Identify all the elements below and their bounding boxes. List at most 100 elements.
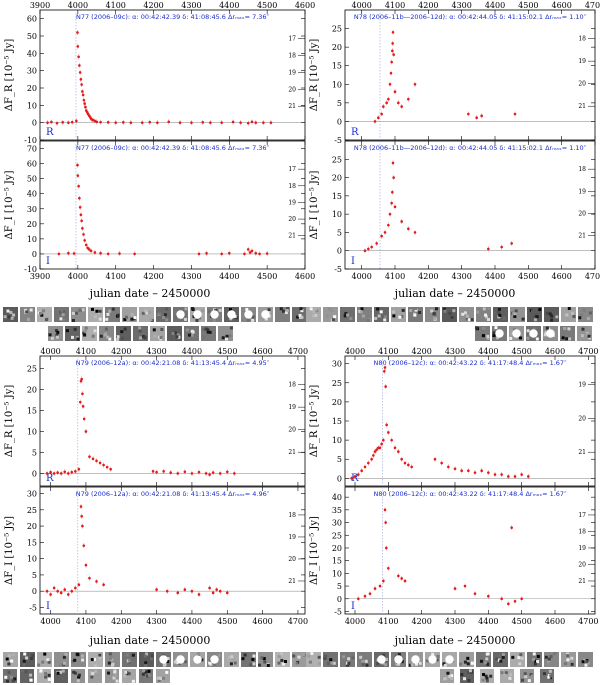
stamp-noise <box>6 309 10 313</box>
postage-stamp <box>357 652 372 667</box>
stamp-noise <box>523 672 527 676</box>
data-point <box>360 469 363 473</box>
data-point <box>176 591 180 595</box>
stamp-noise <box>10 659 14 663</box>
stamp-noise <box>94 663 98 667</box>
data-point <box>77 184 80 188</box>
x-tick-label: 4400 <box>219 1 239 10</box>
data-point <box>56 589 59 593</box>
stamp-noise <box>345 307 349 311</box>
stamp-noise <box>418 311 422 315</box>
stamp-noise <box>217 653 221 657</box>
y-tick-label: 60 <box>27 160 37 169</box>
stamp-noise <box>150 654 154 658</box>
y-tick-label: 5 <box>337 99 342 108</box>
stamp-noise <box>545 326 549 330</box>
magnitude-tick-label: 21 <box>288 233 296 240</box>
stamp-source <box>176 655 185 664</box>
stamp-noise <box>482 326 486 330</box>
stamp-noise <box>286 307 290 311</box>
stamp-noise <box>361 314 365 318</box>
data-point <box>433 457 437 461</box>
y-tick-label: 25 <box>332 25 342 34</box>
data-point <box>467 469 470 473</box>
stamp-noise <box>485 676 489 680</box>
stamp-source <box>193 310 202 319</box>
magnitude-tick-label: 19 <box>288 199 296 206</box>
plot-frame <box>344 9 596 141</box>
stamp-noise <box>47 673 51 677</box>
stamp-noise <box>452 309 456 313</box>
data-point <box>383 369 386 373</box>
stamp-noise <box>228 334 232 338</box>
band-label: R <box>351 127 359 138</box>
stamp-noise <box>299 307 303 311</box>
stamp-noise <box>62 318 66 322</box>
x-axis-label-n77: julian date – 2450000 <box>88 287 211 300</box>
stamp-noise <box>364 659 368 663</box>
y-tick-label: 20 <box>332 174 342 183</box>
data-point <box>176 472 180 475</box>
stamp-noise <box>42 309 46 313</box>
data-point <box>370 245 373 249</box>
stamp-noise <box>475 326 479 330</box>
data-point <box>55 121 59 125</box>
data-point <box>382 438 385 442</box>
y-tick-label: 50 <box>27 175 37 184</box>
stamp-noise <box>191 330 195 334</box>
stamp-noise <box>277 655 281 659</box>
stamp-noise <box>104 327 108 331</box>
data-point <box>76 45 80 48</box>
stamp-noise <box>263 660 267 664</box>
stamp-noise <box>298 314 302 318</box>
stamp-noise <box>486 336 490 340</box>
stamp-noise <box>251 318 255 322</box>
data-point <box>50 120 53 124</box>
stamp-noise <box>450 674 454 678</box>
data-point <box>209 121 212 124</box>
data-point <box>190 589 194 593</box>
stamp-noise <box>116 337 120 341</box>
data-point <box>225 591 229 595</box>
x-axis-label-n79: julian date – 2450000 <box>88 634 211 647</box>
stamp-noise <box>258 663 262 667</box>
y-tick-label: 5 <box>32 571 37 580</box>
panel-header: N80 (2006–12c): α: 00:42:43.22 δ: 41:17:… <box>373 359 567 367</box>
stamp-noise <box>482 307 486 311</box>
stamp-noise <box>436 654 440 658</box>
data-point <box>102 583 105 586</box>
stamp-noise <box>397 652 401 656</box>
magnitude-tick-label: 21 <box>578 578 586 585</box>
stamp-noise <box>73 671 77 675</box>
data-point <box>49 593 52 596</box>
data-point <box>513 475 517 478</box>
y-axis-label: ΔF_R [10⁻⁵ Jy] <box>309 39 320 112</box>
x-tick-label: 4200 <box>111 617 131 626</box>
magnitude-tick-label: 17 <box>578 512 586 519</box>
x-tick-label: 4600 <box>551 272 571 281</box>
stamp-noise <box>58 670 62 674</box>
data-point <box>390 60 393 64</box>
stamp-noise <box>29 678 33 682</box>
stamp-source <box>529 329 538 338</box>
data-point <box>397 574 400 578</box>
stamp-noise <box>570 656 574 660</box>
stamp-noise <box>392 314 396 318</box>
data-point <box>61 121 65 124</box>
stamp-noise <box>570 662 574 666</box>
stamp-noise <box>343 310 347 314</box>
stamp-noise <box>493 311 497 315</box>
stamp-noise <box>39 669 43 673</box>
stamp-noise <box>376 307 380 311</box>
stamp-noise <box>3 315 7 319</box>
stamp-noise <box>95 309 99 313</box>
data-point <box>169 471 173 474</box>
data-point <box>218 472 222 475</box>
stamp-noise <box>481 678 485 682</box>
data-point <box>513 600 517 603</box>
postage-stamp <box>3 307 18 322</box>
data-point <box>413 82 417 86</box>
stamp-noise <box>108 337 112 341</box>
x-tick-label: 4300 <box>445 347 465 356</box>
stamp-noise <box>46 658 50 662</box>
